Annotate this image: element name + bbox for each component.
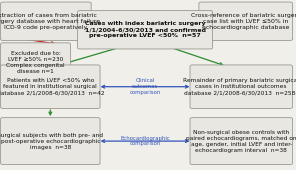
Text: Cases with index bariatric surgery
1/1/2004-6/30/2013 and confirmed
pre-operativ: Cases with index bariatric surgery 1/1/2… bbox=[85, 21, 205, 38]
Text: Extraction of cases from bariatric
surgery database with heart failure
ICD-9 cod: Extraction of cases from bariatric surge… bbox=[0, 13, 100, 30]
Text: Patients with LVEF <50% who
featured in institutional surgical
database 2/1/2008: Patients with LVEF <50% who featured in … bbox=[0, 78, 104, 95]
FancyBboxPatch shape bbox=[1, 2, 91, 40]
Text: Excluded due to:
LVEF ≥50% n=230
Complex congenital
disease n=1: Excluded due to: LVEF ≥50% n=230 Complex… bbox=[6, 51, 65, 74]
Text: Remainder of primary bariatric surgical
cases in institutional outcomes
database: Remainder of primary bariatric surgical … bbox=[183, 78, 296, 95]
FancyBboxPatch shape bbox=[190, 118, 292, 165]
FancyBboxPatch shape bbox=[190, 65, 292, 108]
FancyBboxPatch shape bbox=[1, 65, 100, 108]
Text: Non-surgical obese controls with
paired echocardiograms, matched on
age, gender,: Non-surgical obese controls with paired … bbox=[186, 130, 296, 153]
FancyBboxPatch shape bbox=[199, 2, 292, 40]
FancyBboxPatch shape bbox=[1, 118, 100, 165]
Text: Echocardiographic
comparison: Echocardiographic comparison bbox=[120, 136, 170, 147]
Text: Cross-reference of bariatric surgery
case list with LVEF ≤50% in
echocardiograph: Cross-reference of bariatric surgery cas… bbox=[191, 13, 296, 30]
Text: Surgical subjects with both pre- and
post-operative echocardiographic
images  n=: Surgical subjects with both pre- and pos… bbox=[0, 133, 103, 150]
Text: Clinical
outcomes
comparison: Clinical outcomes comparison bbox=[129, 78, 161, 95]
FancyBboxPatch shape bbox=[78, 11, 213, 49]
FancyBboxPatch shape bbox=[1, 43, 70, 83]
